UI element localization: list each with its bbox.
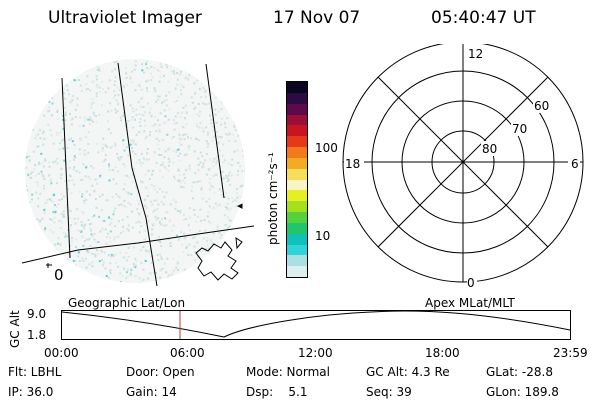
lat-label-80: 80 xyxy=(482,142,497,156)
colorbar-tick-100: 100 xyxy=(315,141,338,155)
colorbar-band xyxy=(287,168,307,180)
colorbar-band xyxy=(287,114,307,126)
geographic-longitude: GLon: 189.8 xyxy=(486,385,559,399)
colorbar-band xyxy=(287,136,307,148)
lat-label-60: 60 xyxy=(534,99,549,113)
door-status: Door: Open xyxy=(126,365,195,379)
altitude-timeline-plot xyxy=(61,310,571,340)
grid-label: 0 xyxy=(54,266,64,284)
time-tick-1200: 12:00 xyxy=(298,346,333,360)
coastline xyxy=(235,236,243,250)
time-tick-1800: 18:00 xyxy=(425,346,460,360)
time-tick-2359: 23:59 xyxy=(553,346,588,360)
instrument-title: Ultraviolet Imager xyxy=(48,8,202,28)
dsp-value: Dsp: 5.1 xyxy=(246,385,308,399)
coastline xyxy=(46,263,52,268)
colorbar-band xyxy=(287,233,307,245)
colorbar-band xyxy=(287,201,307,213)
colorbar-band xyxy=(287,82,307,93)
colorbar-band xyxy=(287,147,307,158)
time-tick-0600: 06:00 xyxy=(170,346,205,360)
latitude-line xyxy=(21,225,255,264)
geographic-image-panel: 0 ◂ xyxy=(21,59,255,287)
altitude-max-label: 9.0 xyxy=(27,307,47,321)
mlt-label-18: 18 xyxy=(345,157,360,171)
longitude-line xyxy=(117,62,158,287)
polar-mlat-mlt-plot: 12 18 6 0 60 70 80 xyxy=(342,44,584,290)
altitude-curve xyxy=(61,310,571,338)
colorbar-band xyxy=(287,157,307,169)
gain-value: Gain: 14 xyxy=(126,385,177,399)
colorbar-tick-10: 10 xyxy=(315,229,331,243)
colorbar-band xyxy=(287,212,307,223)
apex-grid-label: Apex MLat/MLT xyxy=(425,296,515,310)
altitude-min-label: 1.8 xyxy=(27,328,47,342)
longitude-line xyxy=(205,63,225,199)
longitude-line xyxy=(61,77,71,259)
colorbar-band xyxy=(287,190,307,202)
geographic-latitude: GLat: -28.8 xyxy=(486,365,553,379)
edge-marker: ◂ xyxy=(237,199,243,212)
mode-value: Mode: Normal xyxy=(246,365,330,379)
colorbar-band xyxy=(287,266,307,277)
observation-time: 05:40:47 UT xyxy=(431,8,536,28)
colorbar-band xyxy=(287,179,307,191)
colorbar-unit-label: photon cm⁻²s⁻¹ xyxy=(266,152,280,245)
observation-date: 17 Nov 07 xyxy=(273,8,361,28)
colorbar xyxy=(286,81,308,278)
coastline xyxy=(195,241,239,281)
colorbar-band xyxy=(287,92,307,104)
filter-value: Flt: LBHL xyxy=(8,365,62,379)
geographic-grid-label: Geographic Lat/Lon xyxy=(68,296,186,310)
mlt-label-6: 6 xyxy=(571,157,579,171)
altitude-axis-title: GC Alt xyxy=(8,310,22,348)
ip-value: IP: 36.0 xyxy=(8,385,54,399)
mlt-label-0: 0 xyxy=(467,276,475,290)
uv-image-disk xyxy=(25,59,245,283)
colorbar-band xyxy=(287,255,307,267)
mlt-spoke xyxy=(377,76,549,248)
time-tick-0000: 00:00 xyxy=(44,346,79,360)
colorbar-band xyxy=(287,103,307,115)
gc-altitude-value: GC Alt: 4.3 Re xyxy=(366,365,450,379)
colorbar-band xyxy=(287,125,307,137)
sequence-value: Seq: 39 xyxy=(366,385,412,399)
lat-label-70: 70 xyxy=(512,122,527,136)
colorbar-band xyxy=(287,244,307,256)
mlt-label-12: 12 xyxy=(468,47,483,61)
colorbar-band xyxy=(287,222,307,234)
